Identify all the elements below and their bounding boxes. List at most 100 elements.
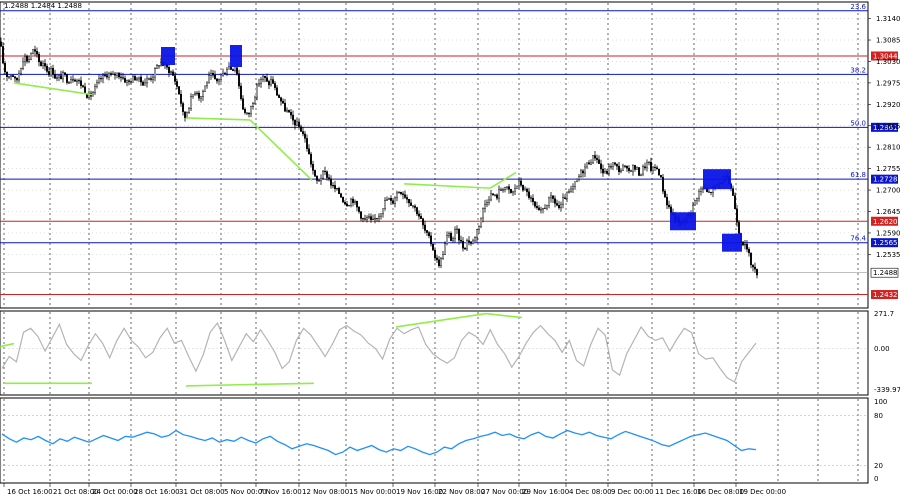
time-label-6: 7 Nov 16:00 bbox=[259, 488, 302, 496]
candle-body bbox=[197, 92, 200, 99]
candle-body bbox=[608, 166, 611, 174]
candle-body bbox=[121, 77, 124, 79]
time-label-4: 31 Oct 08:00 bbox=[179, 488, 225, 496]
ohlc-header: 1.2488 1.2484 1.2488 bbox=[4, 2, 82, 10]
candle-body bbox=[692, 204, 695, 214]
candle-body bbox=[354, 200, 357, 203]
candle-body bbox=[468, 240, 471, 243]
candle-body bbox=[79, 80, 82, 86]
candle-body bbox=[26, 56, 29, 62]
candle-body bbox=[616, 164, 619, 167]
candle-body bbox=[364, 218, 367, 220]
price-tick-label-1: 1.3085 bbox=[876, 37, 900, 45]
candle-body bbox=[276, 87, 279, 96]
candle-body bbox=[406, 197, 409, 200]
candle-body bbox=[243, 108, 246, 113]
candle-body bbox=[502, 189, 505, 191]
candle-body bbox=[396, 192, 399, 199]
candle-body bbox=[556, 203, 559, 206]
candle-body bbox=[199, 96, 202, 99]
candle-body bbox=[95, 82, 98, 87]
price-series bbox=[0, 37, 759, 279]
candle-body bbox=[746, 243, 749, 250]
candle-body bbox=[101, 75, 104, 80]
time-label-7: 12 Nov 08:00 bbox=[302, 488, 349, 496]
candle-body bbox=[338, 188, 341, 194]
divergence-cci-0 bbox=[0, 342, 15, 348]
candle-body bbox=[322, 170, 325, 179]
rsi-series bbox=[0, 415, 868, 466]
price-tick-label-5: 1.2865 bbox=[876, 122, 900, 130]
time-label-1: 21 Oct 08:00 bbox=[53, 488, 99, 496]
candle-body bbox=[376, 217, 379, 219]
candle-body bbox=[292, 114, 295, 121]
candle-body bbox=[508, 186, 511, 190]
time-label-17: 19 Dec 00:00 bbox=[739, 488, 786, 496]
candle-body bbox=[482, 208, 485, 219]
candle-body bbox=[69, 79, 72, 84]
candle-body bbox=[472, 240, 475, 244]
candle-body bbox=[225, 68, 228, 75]
candle-body bbox=[388, 197, 391, 200]
candle-body bbox=[63, 72, 66, 75]
candle-body bbox=[544, 207, 547, 209]
candle-body bbox=[656, 167, 659, 170]
candle-body bbox=[600, 163, 603, 170]
candle-body bbox=[498, 189, 501, 199]
candle-body bbox=[566, 191, 569, 199]
candle-body bbox=[219, 75, 222, 80]
candle-body bbox=[570, 188, 573, 192]
candle-body bbox=[153, 68, 156, 78]
candle-body bbox=[458, 228, 461, 241]
price-tag-label-4: 1.2728 bbox=[873, 176, 898, 184]
candle-body bbox=[171, 71, 174, 76]
candle-body bbox=[183, 111, 186, 118]
candle-body bbox=[518, 180, 521, 187]
candle-body bbox=[658, 168, 661, 176]
candle-body bbox=[324, 170, 327, 172]
candle-body bbox=[654, 166, 657, 168]
candle-body bbox=[542, 208, 545, 210]
candle-body bbox=[554, 198, 557, 204]
candle-body bbox=[125, 80, 128, 83]
candle-body bbox=[638, 167, 641, 176]
candle-body bbox=[526, 188, 529, 192]
candle-body bbox=[258, 83, 261, 86]
candle-body bbox=[370, 216, 373, 220]
price-scale: 1.31401.30851.30301.29751.29201.28651.28… bbox=[868, 15, 900, 483]
candle-body bbox=[408, 199, 411, 204]
candle-body bbox=[143, 82, 146, 86]
candle-body bbox=[568, 191, 571, 193]
divergence-lines bbox=[0, 82, 523, 387]
candle-body bbox=[562, 197, 565, 205]
candle-body bbox=[111, 73, 114, 75]
candle-body bbox=[239, 85, 242, 99]
candle-body bbox=[624, 165, 627, 167]
candle-body bbox=[478, 226, 481, 230]
candle-body bbox=[28, 59, 31, 62]
candle-body bbox=[314, 170, 317, 177]
candle-body bbox=[576, 178, 579, 182]
candle-body bbox=[67, 82, 70, 84]
candle-body bbox=[618, 165, 621, 173]
candle-body bbox=[147, 78, 150, 80]
candle-body bbox=[336, 188, 339, 190]
price-tag-label-5: 1.2620 bbox=[873, 218, 898, 226]
candle-body bbox=[60, 75, 63, 80]
candle-body bbox=[558, 205, 561, 209]
candle-body bbox=[34, 49, 37, 52]
cci-line bbox=[1, 321, 757, 383]
candle-body bbox=[320, 178, 323, 181]
candle-body bbox=[211, 73, 214, 76]
candle-body bbox=[352, 198, 355, 203]
candle-body bbox=[586, 162, 589, 168]
candle-body bbox=[540, 208, 543, 211]
candle-body bbox=[123, 78, 126, 83]
rsi-line bbox=[1, 429, 757, 456]
candle-body bbox=[598, 159, 601, 164]
cci-panel-frame bbox=[0, 310, 869, 396]
candle-body bbox=[332, 185, 335, 187]
candle-body bbox=[386, 199, 389, 201]
candle-body bbox=[83, 86, 86, 94]
